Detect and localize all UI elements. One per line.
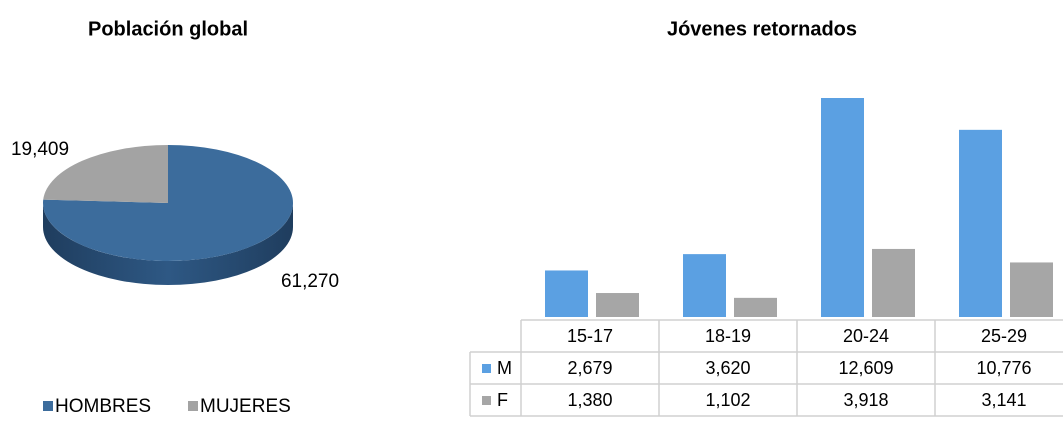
bar-title: Jóvenes retornados	[667, 18, 857, 40]
table-cell: 1,380	[567, 390, 612, 410]
legend-swatch	[482, 364, 491, 373]
pie-label: 61,270	[281, 271, 339, 292]
bar	[872, 248, 915, 317]
legend-swatch	[43, 401, 53, 411]
row-header: M	[497, 358, 512, 378]
pie-title: Población global	[88, 18, 248, 40]
bar	[683, 254, 726, 317]
column-header: 18-19	[705, 326, 751, 346]
legend-swatch	[482, 396, 491, 405]
table-cell: 3,141	[981, 390, 1026, 410]
pie-label: 19,409	[11, 139, 69, 160]
column-header: 15-17	[567, 326, 613, 346]
bar	[734, 297, 777, 317]
bar	[596, 293, 639, 317]
bar	[821, 98, 864, 317]
row-header: F	[497, 390, 508, 410]
table-cell: 1,102	[705, 390, 750, 410]
pie-side	[43, 203, 293, 285]
legend-label: HOMBRES	[55, 396, 151, 417]
table-cell: 3,620	[705, 358, 750, 378]
bar	[959, 129, 1002, 317]
pie-slice	[43, 145, 169, 203]
table-cell: 3,918	[843, 390, 888, 410]
bar	[545, 270, 588, 317]
table-cell: 10,776	[976, 358, 1031, 378]
column-header: 25-29	[981, 326, 1027, 346]
legend-swatch	[188, 401, 198, 411]
legend-label: MUJERES	[200, 396, 291, 417]
bar	[1010, 262, 1053, 317]
table-cell: 2,679	[567, 358, 612, 378]
table-cell: 12,609	[838, 358, 893, 378]
column-header: 20-24	[843, 326, 889, 346]
